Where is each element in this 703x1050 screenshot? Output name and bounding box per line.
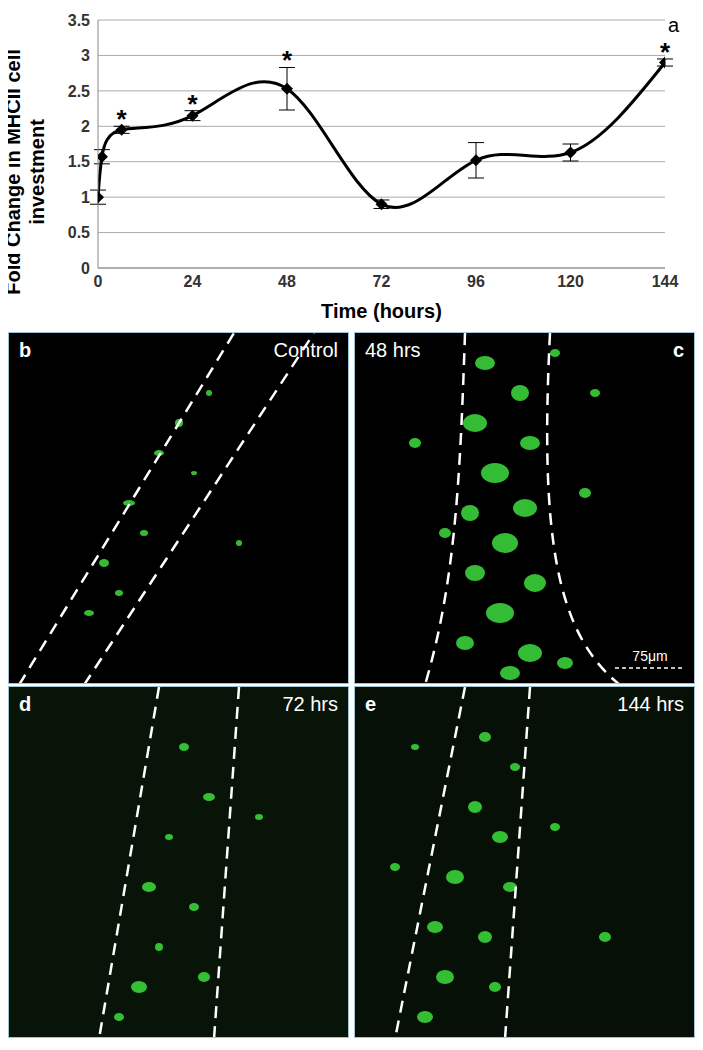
- svg-text:72: 72: [373, 273, 391, 290]
- html-text:b: b: [19, 339, 32, 361]
- svg-text:96: 96: [467, 273, 485, 290]
- svg-text:2.5: 2.5: [68, 83, 90, 100]
- svg-text:*: *: [117, 104, 128, 134]
- html-text:Time (hours): Time (hours): [321, 300, 442, 322]
- svg-text:144: 144: [652, 273, 679, 290]
- html-text:Fold Change in MHCII cell inve: Fold Change in MHCII cell investment: [2, 49, 48, 295]
- html-text:a: a: [667, 14, 679, 36]
- svg-text:75μm: 75μm: [632, 648, 667, 664]
- svg-text:1: 1: [81, 189, 90, 206]
- svg-text:3: 3: [81, 47, 90, 64]
- svg-text:0: 0: [94, 273, 103, 290]
- svg-text:*: *: [282, 45, 293, 75]
- svg-text:*: *: [187, 89, 198, 119]
- html-text:e: e: [365, 693, 377, 715]
- svg-text:0.5: 0.5: [68, 224, 90, 241]
- html-text:Control: Control: [273, 339, 338, 361]
- html-text:c: c: [672, 339, 684, 361]
- svg-text:0: 0: [81, 260, 90, 277]
- svg-text:*: *: [660, 37, 671, 67]
- svg-text:48: 48: [278, 273, 296, 290]
- svg-text:120: 120: [557, 273, 584, 290]
- html-text:144 hrs: 144 hrs: [617, 693, 684, 715]
- html-text:72 hrs: 72 hrs: [282, 693, 338, 715]
- html-text:d: d: [19, 693, 32, 715]
- svg-text:24: 24: [184, 273, 202, 290]
- svg-text:1.5: 1.5: [68, 153, 90, 170]
- svg-text:2: 2: [81, 118, 90, 135]
- html-text:48 hrs: 48 hrs: [365, 339, 421, 361]
- svg-text:3.5: 3.5: [68, 12, 90, 29]
